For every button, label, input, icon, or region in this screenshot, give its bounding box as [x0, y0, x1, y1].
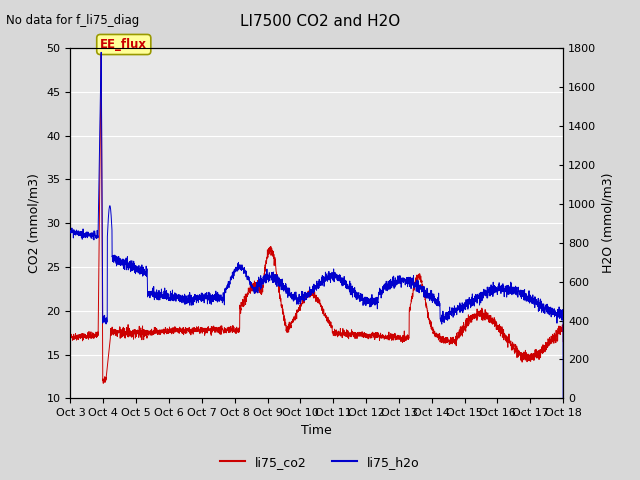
Legend: li75_co2, li75_h2o: li75_co2, li75_h2o	[215, 451, 425, 474]
Text: EE_flux: EE_flux	[100, 38, 147, 51]
X-axis label: Time: Time	[301, 424, 332, 437]
Text: LI7500 CO2 and H2O: LI7500 CO2 and H2O	[240, 14, 400, 29]
Y-axis label: H2O (mmol/m3): H2O (mmol/m3)	[602, 173, 615, 274]
Y-axis label: CO2 (mmol/m3): CO2 (mmol/m3)	[28, 173, 41, 273]
Text: No data for f_li75_diag: No data for f_li75_diag	[6, 14, 140, 27]
